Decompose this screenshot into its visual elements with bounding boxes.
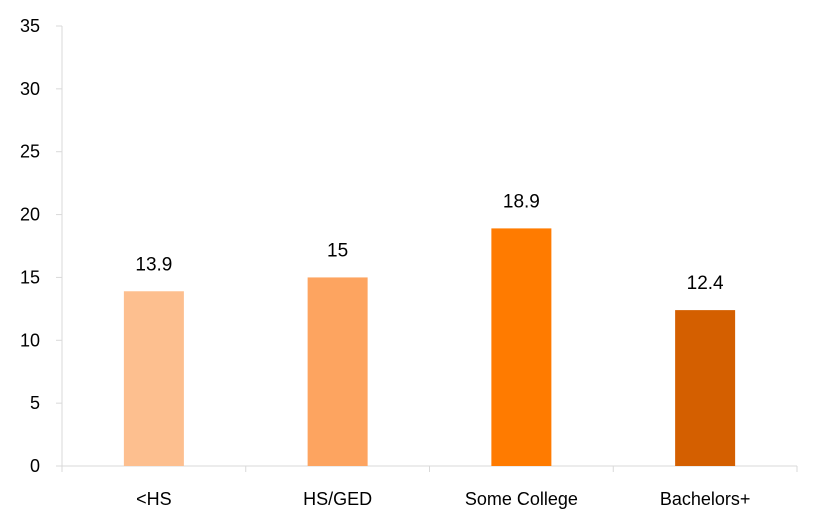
x-category-label: <HS: [136, 489, 172, 509]
bar: [308, 277, 368, 466]
y-tick-label: 25: [20, 142, 40, 162]
x-axis: <HS HS/GED Some College Bachelors+: [62, 466, 797, 509]
y-tick-label: 30: [20, 79, 40, 99]
bar: [491, 228, 551, 466]
bar: [124, 291, 184, 466]
x-category-label: Bachelors+: [660, 489, 751, 509]
y-tick-label: 20: [20, 205, 40, 225]
x-category-label: Some College: [465, 489, 578, 509]
data-label: 12.4: [687, 273, 724, 294]
data-labels: 13.9 15 18.9 12.4: [135, 191, 724, 294]
bar: [675, 310, 735, 466]
data-label: 18.9: [503, 191, 540, 212]
y-tick-label: 15: [20, 267, 40, 287]
x-category-label: HS/GED: [303, 489, 372, 509]
data-label: 13.9: [135, 254, 172, 275]
y-axis: 0 5 10 15 20 25 30 35: [20, 16, 62, 476]
y-tick-label: 10: [20, 330, 40, 350]
bars: [124, 228, 735, 466]
y-tick-label: 35: [20, 16, 40, 36]
data-label: 15: [327, 240, 348, 261]
y-tick-label: 0: [30, 456, 40, 476]
y-tick-label: 5: [30, 393, 40, 413]
